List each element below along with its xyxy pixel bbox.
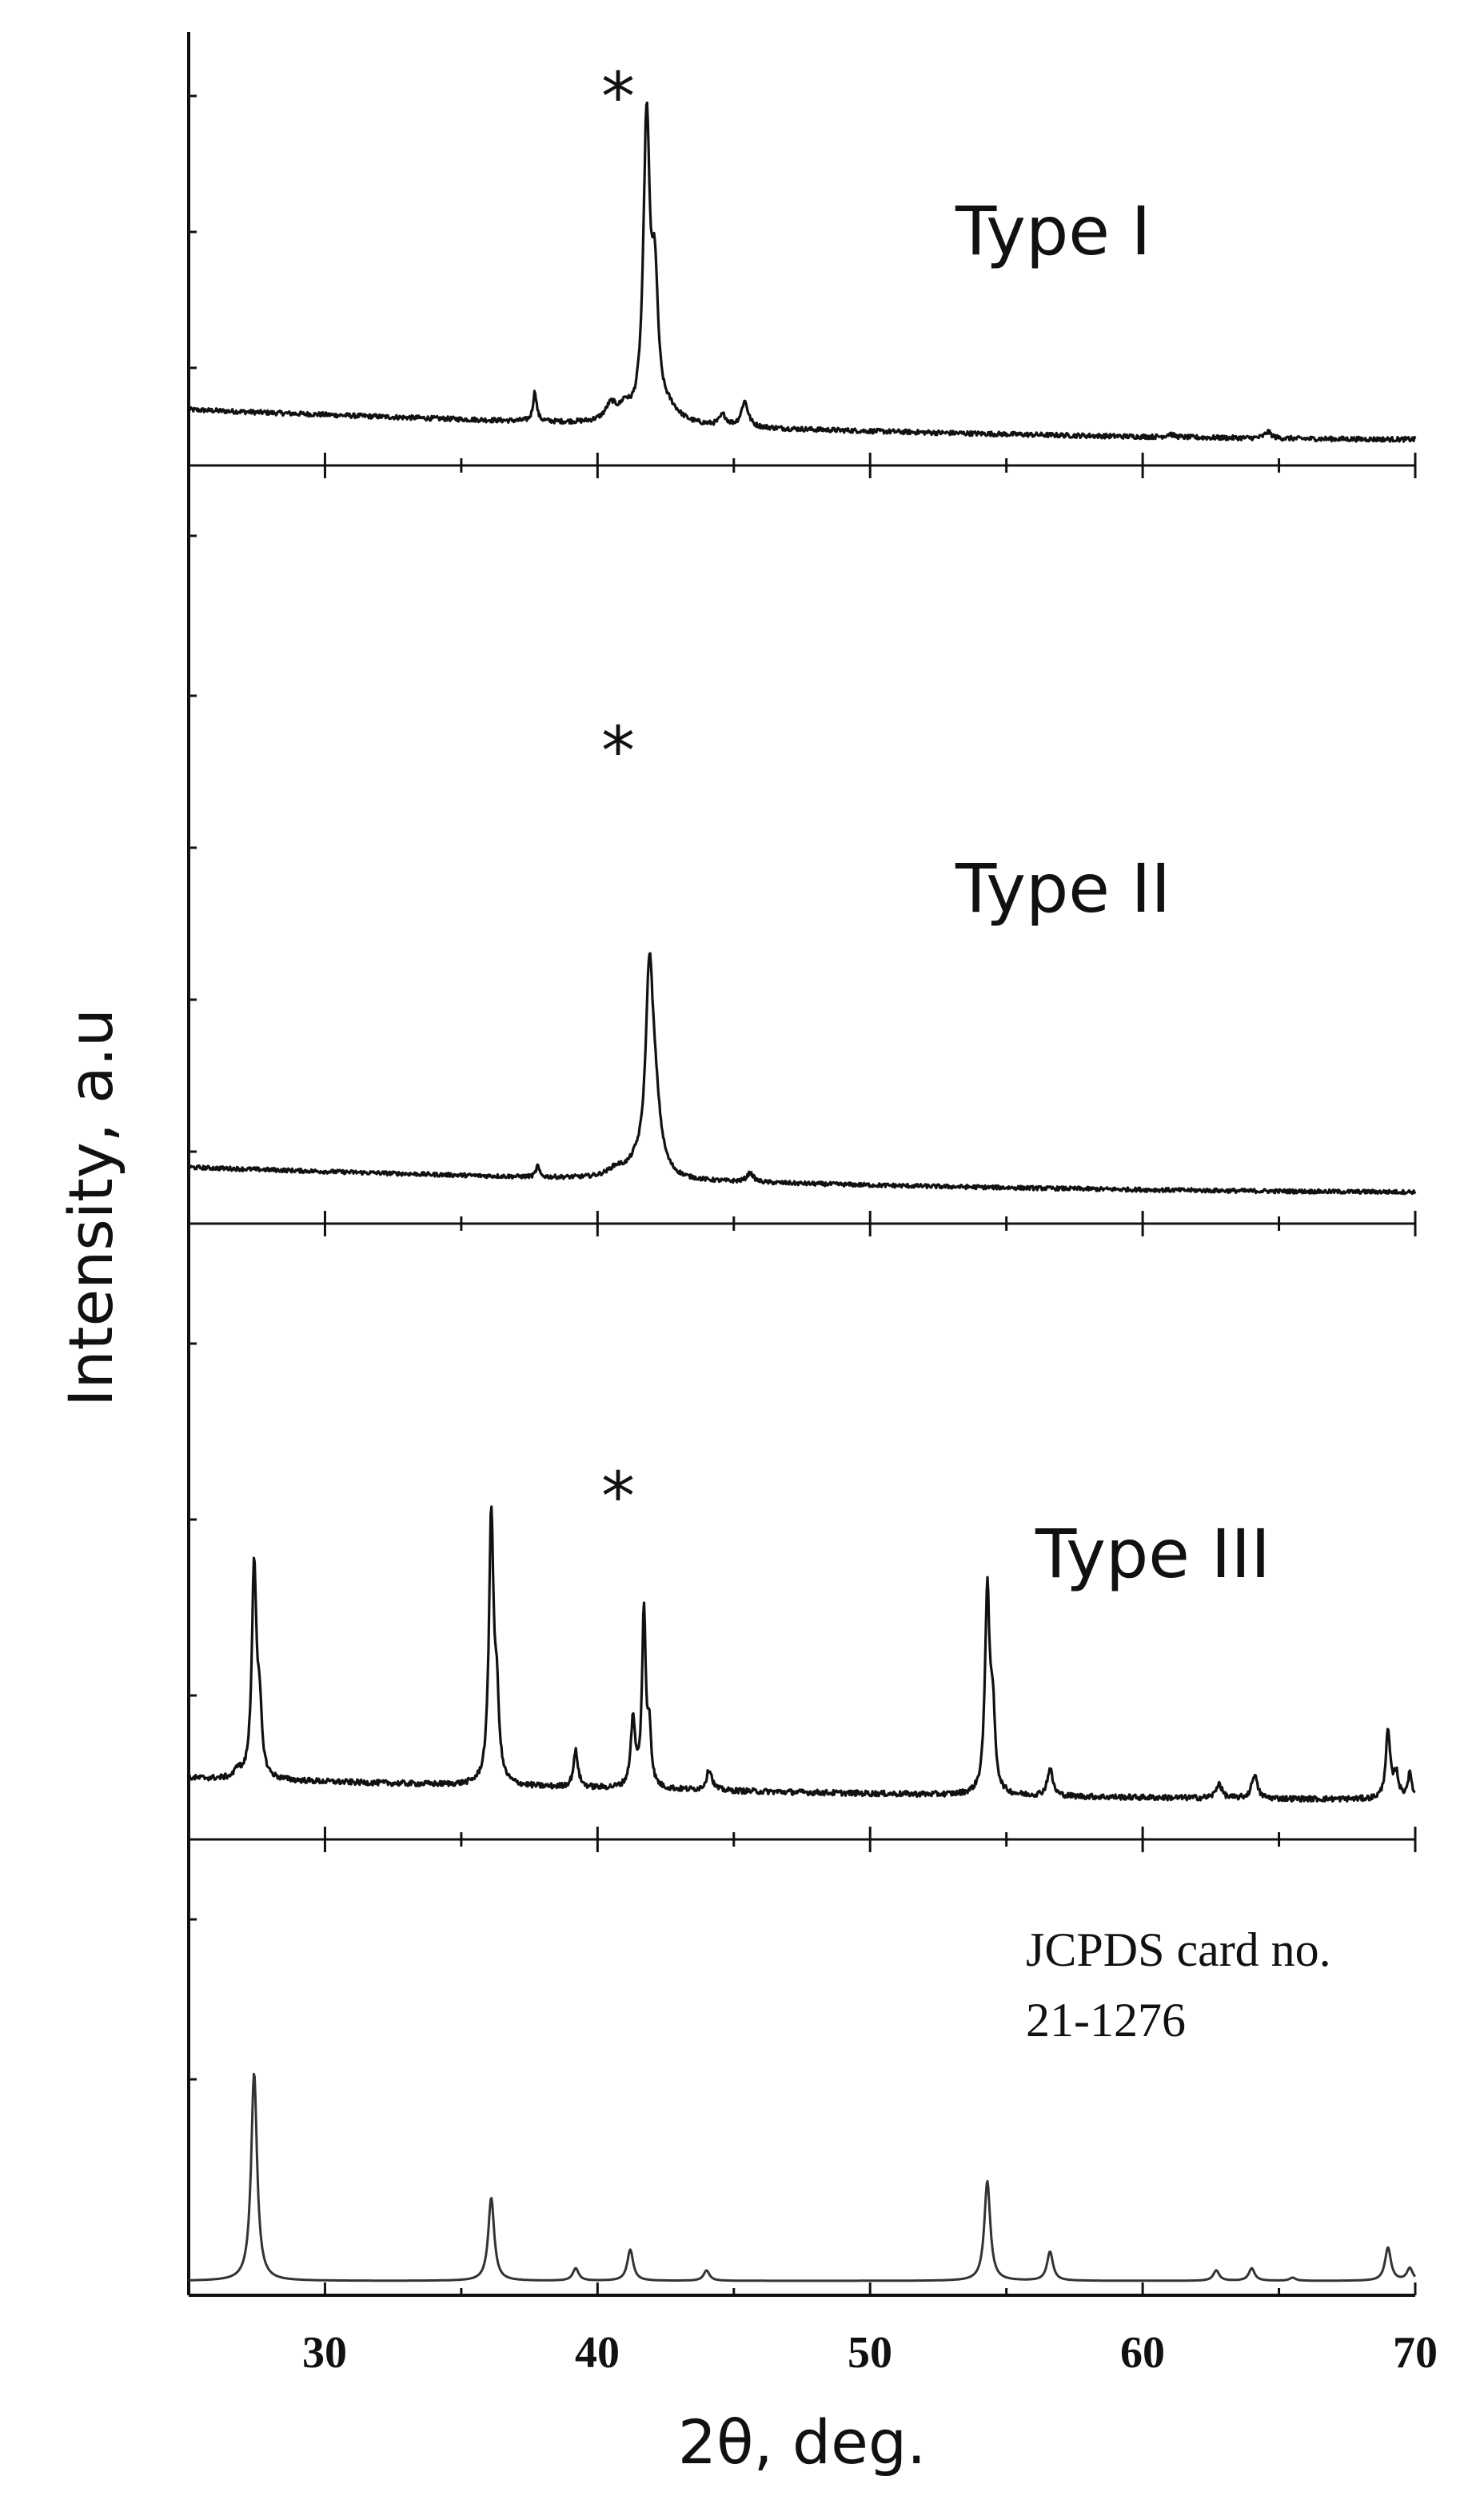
x-axis-title: 2θ, deg.: [678, 2406, 927, 2478]
tick-marks: [187, 94, 1417, 2295]
panel-label-type-i: Type I: [955, 192, 1151, 270]
reference-label-line-1: JCPDS card no.: [1026, 1923, 1331, 1976]
y-axis-title: Intensity, a.u: [55, 1008, 126, 1407]
series-line-type-ii: [188, 952, 1417, 1196]
x-tick-label: 70: [1393, 2328, 1438, 2378]
peak-marker-type-iii: *: [601, 1457, 635, 1536]
x-tick-label: 50: [848, 2328, 892, 2378]
x-tick-label: 60: [1120, 2328, 1165, 2378]
peak-marker-type-i: *: [601, 58, 635, 136]
x-tick-label: 30: [302, 2328, 347, 2378]
panel-label-type-iii: Type III: [1035, 1515, 1271, 1593]
peak-marker-type-ii: *: [601, 712, 635, 790]
panel-label-type-ii: Type II: [955, 849, 1171, 928]
series-line-type-i: [187, 101, 1417, 443]
spectra: [187, 101, 1417, 2282]
reference-label-line-2: 21-1276: [1026, 1994, 1186, 2047]
series-line-type-iii: [187, 1505, 1416, 1803]
series-line-jcpds-card-no-21-1276: [188, 2072, 1417, 2282]
x-tick-label: 40: [575, 2328, 620, 2378]
